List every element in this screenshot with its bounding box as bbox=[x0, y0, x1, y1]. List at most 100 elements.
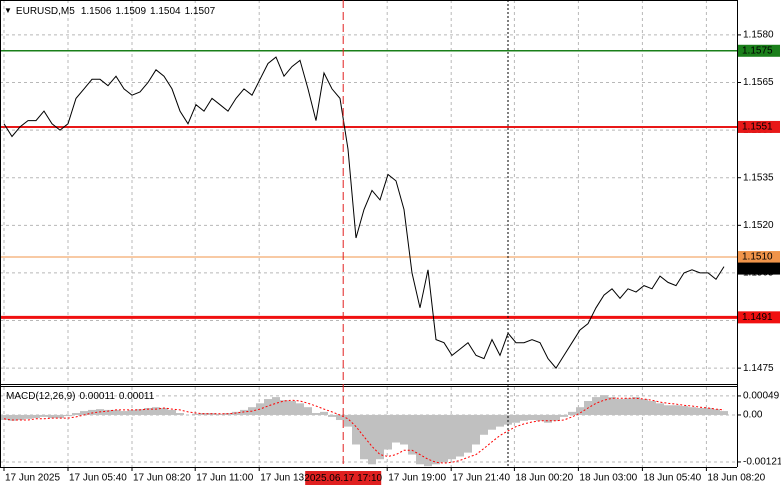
macd-bar bbox=[168, 409, 176, 415]
macd-bar bbox=[576, 407, 584, 415]
macd-bar bbox=[312, 413, 320, 415]
macd-bar bbox=[344, 414, 352, 427]
macd-bar bbox=[664, 405, 672, 415]
macd-bar bbox=[520, 414, 528, 421]
signal-reading: 0.00011 bbox=[119, 391, 155, 402]
macd-bar bbox=[72, 413, 80, 415]
x-tick-label: 18 Jun 03:00 bbox=[579, 473, 637, 484]
macd-bar bbox=[696, 407, 704, 415]
crosshair-label: 2025.06.17 17:10 bbox=[304, 473, 382, 484]
macd-bar bbox=[488, 414, 496, 430]
symbol: EURUSD,M5 bbox=[16, 6, 75, 17]
current-price-box bbox=[738, 262, 780, 275]
level-label: 1.1575 bbox=[742, 45, 773, 56]
macd-bar bbox=[240, 409, 248, 415]
macd-bar bbox=[464, 414, 472, 453]
macd-bar bbox=[568, 411, 576, 415]
macd-bar bbox=[712, 409, 720, 415]
macd-bar bbox=[120, 411, 128, 415]
macd-bar bbox=[176, 413, 184, 415]
macd-bar bbox=[512, 414, 520, 423]
macd-bar bbox=[352, 414, 360, 445]
current-price-label: 1.1507 bbox=[742, 263, 773, 274]
macd-bar bbox=[280, 400, 288, 415]
macd-bar bbox=[112, 409, 120, 415]
x-tick-label: 17 Jun 13:40 bbox=[260, 473, 318, 484]
chart-header: ▼ EURUSD,M5 1.1506 1.1509 1.1504 1.1507 bbox=[4, 6, 216, 17]
crosshair-label-box bbox=[305, 471, 382, 485]
y-tick-label: 0.00 bbox=[743, 410, 763, 421]
macd-title: MACD(12,26,9) bbox=[6, 391, 75, 402]
axes: 17 Jun 2025 17 Jun 05:40 17 Jun 08:20 17 Ju… bbox=[3, 0, 781, 485]
macd-bar bbox=[496, 414, 504, 427]
level-label-box bbox=[738, 120, 780, 133]
macd-bar bbox=[288, 400, 296, 415]
level-label: 1.1551 bbox=[742, 122, 773, 133]
macd-bar bbox=[56, 414, 64, 419]
high: 1.1509 bbox=[115, 6, 146, 17]
macd-bar bbox=[296, 403, 304, 415]
x-tick-label: 17 Jun 19:00 bbox=[388, 473, 446, 484]
macd-bar bbox=[528, 414, 536, 421]
x-tick-label: 18 Jun 08:20 bbox=[707, 473, 765, 484]
macd-bar bbox=[544, 414, 552, 423]
macd-bar bbox=[128, 409, 136, 415]
macd-bar bbox=[400, 414, 408, 445]
macd-bar bbox=[40, 414, 48, 417]
signal-line bbox=[3, 397, 725, 464]
macd-bar bbox=[616, 399, 624, 415]
y-tick-label: 1.1475 bbox=[743, 363, 774, 374]
macd-bar bbox=[216, 413, 224, 415]
macd-bar bbox=[320, 411, 328, 415]
macd-bar bbox=[536, 414, 544, 421]
x-tick-label: 17 Jun 08:20 bbox=[133, 473, 191, 484]
level-label: 1.1491 bbox=[742, 312, 773, 323]
macd-bar bbox=[384, 414, 392, 450]
macd-bar bbox=[408, 414, 416, 455]
macd-bar bbox=[0, 414, 8, 421]
macd-bar bbox=[8, 414, 16, 421]
macd-bar bbox=[104, 409, 112, 415]
x-tick-label: 17 Jun 2025 bbox=[5, 473, 60, 484]
macd-bar bbox=[88, 409, 96, 415]
plot bbox=[0, 50, 737, 467]
macd-bar bbox=[416, 414, 424, 465]
macd-reading: 0.00011 bbox=[79, 391, 115, 402]
x-tick-label: 17 Jun 05:40 bbox=[69, 473, 127, 484]
y-tick-label: 1.1535 bbox=[743, 172, 774, 183]
macd-bar bbox=[648, 400, 656, 415]
macd-bar bbox=[80, 411, 88, 415]
macd-bar bbox=[448, 414, 456, 460]
macd-bar bbox=[160, 407, 168, 415]
macd-header: MACD(12,26,9) 0.00011 0.00011 bbox=[6, 391, 155, 402]
macd-bar bbox=[672, 405, 680, 415]
level-label-box bbox=[738, 44, 780, 57]
macd-bar bbox=[360, 414, 368, 460]
macd-bar bbox=[624, 398, 632, 415]
price-line bbox=[3, 56, 725, 369]
macd-bar bbox=[632, 397, 640, 415]
macd-bar bbox=[504, 414, 512, 425]
open: 1.1506 bbox=[81, 6, 112, 17]
y-tick-label: -0.00121 bbox=[743, 457, 781, 468]
y-tick-label: 0.00049 bbox=[743, 391, 780, 402]
macd-bar bbox=[16, 414, 24, 421]
macd-bar bbox=[720, 411, 728, 415]
macd-bar bbox=[376, 414, 384, 460]
macd-bar bbox=[304, 407, 312, 415]
macd-bar bbox=[368, 414, 376, 465]
close: 1.1507 bbox=[185, 6, 216, 17]
macd-bar bbox=[32, 414, 40, 419]
level-label-box bbox=[738, 251, 780, 264]
macd-bar bbox=[192, 413, 200, 415]
level-label-box bbox=[738, 311, 780, 324]
macd-bar bbox=[456, 414, 464, 457]
macd-bar bbox=[704, 407, 712, 415]
macd-bar bbox=[336, 414, 344, 421]
macd-bar bbox=[600, 395, 608, 415]
macd-bar bbox=[144, 407, 152, 415]
macd-bar bbox=[48, 414, 56, 419]
collapse-icon[interactable]: ▼ bbox=[4, 6, 12, 15]
macd-bar bbox=[432, 414, 440, 465]
macd-bar bbox=[592, 397, 600, 415]
